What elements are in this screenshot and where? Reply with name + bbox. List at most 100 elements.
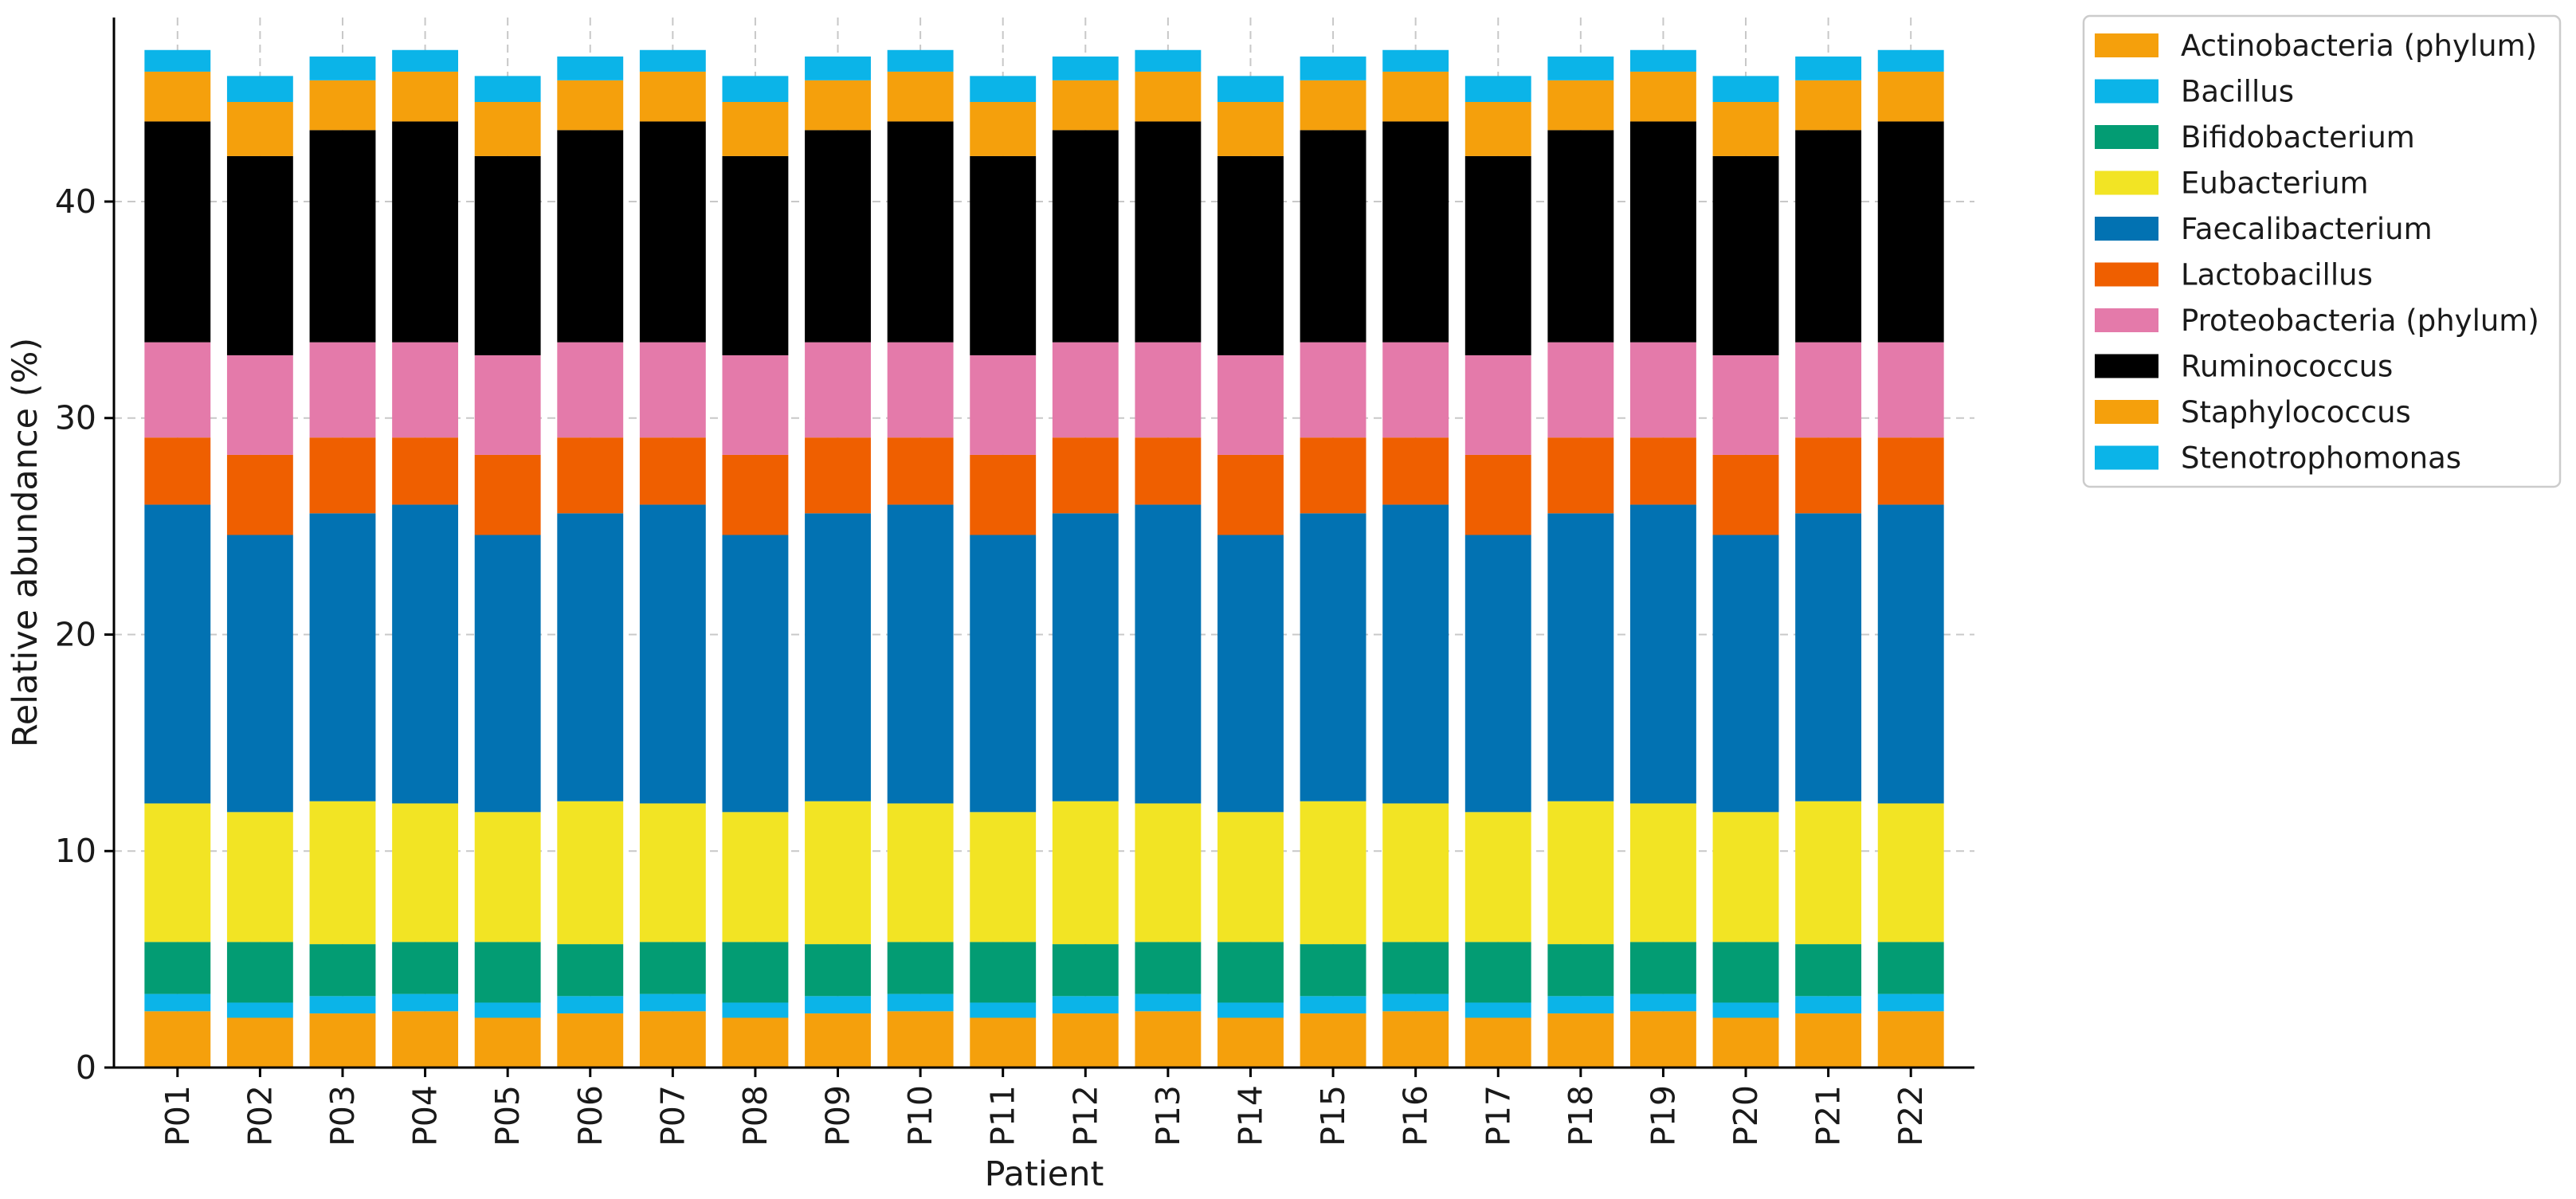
bar-segment-p04-stenotrophomonas — [392, 49, 459, 72]
bar-segment-p04-bacillus — [392, 993, 459, 1012]
bar-segment-p17-proteobacteria-phylum — [1464, 355, 1531, 455]
bar-segment-p14-lactobacillus — [1217, 454, 1284, 535]
bar-segment-p06-bifidobacterium — [557, 944, 624, 997]
bar-segment-p20-actinobacteria-phylum — [1712, 1017, 1779, 1068]
bar-segment-p10-staphylococcus — [887, 71, 954, 122]
bar-segment-p18-bifidobacterium — [1547, 944, 1614, 997]
legend-label: Faecalibacterium — [2181, 212, 2433, 246]
bar-segment-p01-stenotrophomonas — [144, 49, 211, 72]
bar-segment-p16-proteobacteria-phylum — [1382, 342, 1449, 438]
bar-segment-p14-bacillus — [1217, 1002, 1284, 1018]
bar-segment-p18-staphylococcus — [1547, 80, 1614, 131]
bar-segment-p03-ruminococcus — [309, 130, 376, 343]
bar-segment-p21-faecalibacterium — [1795, 513, 1862, 801]
bar-segment-p05-bifidobacterium — [474, 942, 541, 1003]
bar-segment-p15-stenotrophomonas — [1300, 56, 1366, 80]
bar-segment-p09-faecalibacterium — [805, 513, 871, 801]
bar-segment-p02-proteobacteria-phylum — [226, 355, 293, 455]
bar-segment-p19-bifidobacterium — [1629, 942, 1696, 994]
legend-swatch — [2095, 217, 2158, 241]
bar-segment-p04-faecalibacterium — [392, 504, 459, 804]
x-tick-label: P12 — [1066, 1085, 1104, 1146]
bar-segment-p10-stenotrophomonas — [887, 49, 954, 72]
bar-segment-p12-bifidobacterium — [1052, 944, 1119, 997]
bar-segment-p15-faecalibacterium — [1300, 513, 1366, 801]
bar-segment-p02-faecalibacterium — [226, 535, 293, 813]
bar-segment-p19-lactobacillus — [1629, 437, 1696, 505]
bar-segment-p21-staphylococcus — [1795, 80, 1862, 131]
bar-segment-p19-staphylococcus — [1629, 71, 1696, 122]
bar-segment-p06-eubacterium — [557, 801, 624, 945]
x-tick-label: P13 — [1149, 1085, 1187, 1146]
bar-segment-p05-stenotrophomonas — [474, 76, 541, 102]
bar-segment-p11-proteobacteria-phylum — [970, 355, 1037, 455]
bar-segment-p13-actinobacteria-phylum — [1135, 1011, 1202, 1068]
bar-segment-p11-bacillus — [970, 1002, 1037, 1018]
bar-segment-p20-ruminococcus — [1712, 155, 1779, 355]
bar-segment-p22-bacillus — [1877, 993, 1944, 1012]
bar-segment-p03-bacillus — [309, 996, 376, 1014]
legend-label: Bacillus — [2181, 75, 2294, 109]
bar-segment-p13-bifidobacterium — [1135, 942, 1202, 994]
bar-segment-p01-bacillus — [144, 993, 211, 1012]
bar-segment-p18-lactobacillus — [1547, 437, 1614, 514]
legend-label: Ruminococcus — [2181, 350, 2393, 384]
bar-segment-p06-faecalibacterium — [557, 513, 624, 801]
bar-segment-p11-eubacterium — [970, 812, 1037, 942]
bar-segment-p06-staphylococcus — [557, 80, 624, 131]
bar-segment-p08-proteobacteria-phylum — [722, 355, 789, 455]
bar-segment-p16-faecalibacterium — [1382, 504, 1449, 804]
bar-segment-p07-faecalibacterium — [639, 504, 706, 804]
bar-segment-p13-ruminococcus — [1135, 121, 1202, 343]
bar-segment-p17-staphylococcus — [1464, 101, 1531, 156]
bar-segment-p11-staphylococcus — [970, 101, 1037, 156]
bar-segment-p22-ruminococcus — [1877, 121, 1944, 343]
x-tick-label: P04 — [406, 1085, 445, 1146]
bar-segment-p06-proteobacteria-phylum — [557, 342, 624, 438]
bar-segment-p20-staphylococcus — [1712, 101, 1779, 156]
axes-layer: 0 10 20 30 40 P01 P02 P03 P04 P05 P06 P07 P08 P09 P10 P… — [6, 18, 1974, 1194]
bar-segment-p03-proteobacteria-phylum — [309, 342, 376, 438]
bar-segment-p13-eubacterium — [1135, 803, 1202, 942]
bar-segment-p14-proteobacteria-phylum — [1217, 355, 1284, 455]
bar-segment-p09-bifidobacterium — [805, 944, 871, 997]
x-tick-label: P01 — [159, 1085, 197, 1146]
bar-segment-p14-eubacterium — [1217, 812, 1284, 942]
legend-label: Lactobacillus — [2181, 258, 2373, 292]
bar-segment-p08-bacillus — [722, 1002, 789, 1018]
bar-segment-p14-staphylococcus — [1217, 101, 1284, 156]
bar-segment-p14-bifidobacterium — [1217, 942, 1284, 1003]
bar-segment-p10-proteobacteria-phylum — [887, 342, 954, 438]
bar-segment-p01-actinobacteria-phylum — [144, 1011, 211, 1068]
bar-segment-p08-bifidobacterium — [722, 942, 789, 1003]
bar-segment-p06-actinobacteria-phylum — [557, 1013, 624, 1068]
bar-segment-p18-bacillus — [1547, 996, 1614, 1014]
bar-segment-p17-faecalibacterium — [1464, 535, 1531, 813]
bar-segment-p20-bifidobacterium — [1712, 942, 1779, 1003]
x-tick-label: P05 — [488, 1085, 527, 1146]
bar-segment-p11-actinobacteria-phylum — [970, 1017, 1037, 1068]
bar-segment-p13-proteobacteria-phylum — [1135, 342, 1202, 438]
bar-segment-p20-lactobacillus — [1712, 454, 1779, 535]
bar-segment-p19-proteobacteria-phylum — [1629, 342, 1696, 438]
bar-segment-p16-actinobacteria-phylum — [1382, 1011, 1449, 1068]
legend-swatch — [2095, 308, 2158, 332]
bar-segment-p21-proteobacteria-phylum — [1795, 342, 1862, 438]
bar-segment-p03-faecalibacterium — [309, 513, 376, 801]
bar-segment-p03-lactobacillus — [309, 437, 376, 514]
bar-segment-p14-ruminococcus — [1217, 155, 1284, 355]
bar-segment-p08-staphylococcus — [722, 101, 789, 156]
bar-segment-p03-actinobacteria-phylum — [309, 1013, 376, 1068]
bar-segment-p01-bifidobacterium — [144, 942, 211, 994]
bar-segment-p07-eubacterium — [639, 803, 706, 942]
bar-segment-p22-actinobacteria-phylum — [1877, 1011, 1944, 1068]
bar-segment-p10-bacillus — [887, 993, 954, 1012]
bar-segment-p10-eubacterium — [887, 803, 954, 942]
bar-segment-p11-ruminococcus — [970, 155, 1037, 355]
bar-segment-p04-lactobacillus — [392, 437, 459, 505]
legend: Actinobacteria (phylum) Bacillus Bifidobac… — [2082, 14, 2562, 488]
bar-segment-p16-lactobacillus — [1382, 437, 1449, 505]
bar-segment-p19-bacillus — [1629, 993, 1696, 1012]
y-tick-label: 10 — [55, 832, 96, 870]
